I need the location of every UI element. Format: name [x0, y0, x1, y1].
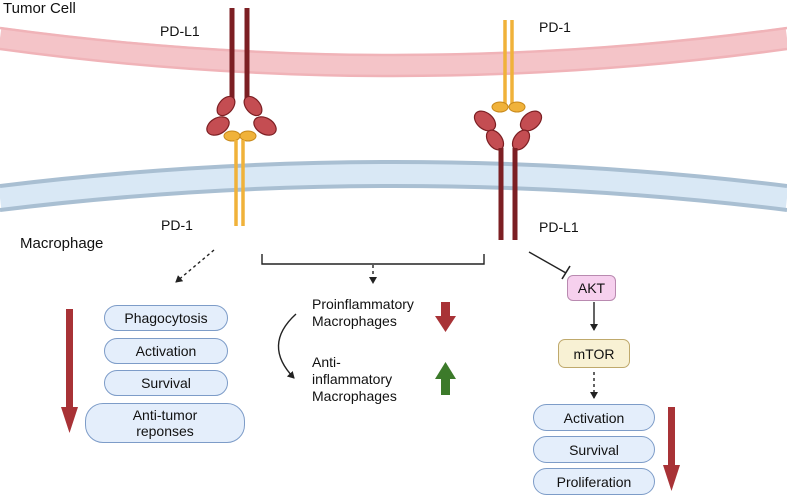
decrease-arrow-left — [61, 309, 78, 433]
proinflammatory-macrophages-label: Proinflammatory Macrophages — [312, 296, 414, 329]
anti-inflammatory-macrophages-label: Anti- inflammatory Macrophages — [312, 354, 397, 404]
tumor-cell-membrane — [0, 26, 787, 78]
macrophage-label: Macrophage — [20, 235, 104, 252]
pdl1-label-top: PD-L1 — [160, 23, 200, 39]
pd1-receptor-right — [491, 20, 526, 113]
pd1-label-left: PD-1 — [161, 217, 193, 233]
pdl1-label-right: PD-L1 — [539, 219, 579, 235]
outcome-phagocytosis: Phagocytosis — [104, 305, 228, 331]
mtor-box: mTOR — [558, 339, 630, 368]
akt-box: AKT — [567, 275, 616, 301]
pdl1-receptor-left — [206, 8, 277, 136]
outcome-survival-right: Survival — [533, 436, 655, 463]
outcome-survival-left: Survival — [104, 370, 228, 396]
decrease-arrow-right — [663, 407, 680, 491]
tumor-cell-label: Tumor Cell — [3, 0, 76, 17]
decrease-arrow-pro — [435, 302, 456, 332]
signal-arrow-left — [175, 249, 215, 283]
outcome-activation-right: Activation — [533, 404, 655, 431]
bracket-connector — [261, 254, 485, 265]
pd1-receptor-left — [223, 130, 257, 226]
pd1-label-top: PD-1 — [539, 19, 571, 35]
increase-arrow-anti — [435, 362, 456, 395]
macrophage-membrane — [0, 160, 787, 212]
curved-shift-arrow — [277, 313, 297, 379]
inhibition-line — [528, 251, 567, 274]
pdl1-receptor-right — [473, 110, 543, 240]
outcome-proliferation: Proliferation — [533, 468, 655, 495]
outcome-activation-left: Activation — [104, 338, 228, 364]
outcome-anti-tumor-responses: Anti-tumor reponses — [85, 403, 245, 443]
inhibition-bar — [561, 265, 571, 280]
